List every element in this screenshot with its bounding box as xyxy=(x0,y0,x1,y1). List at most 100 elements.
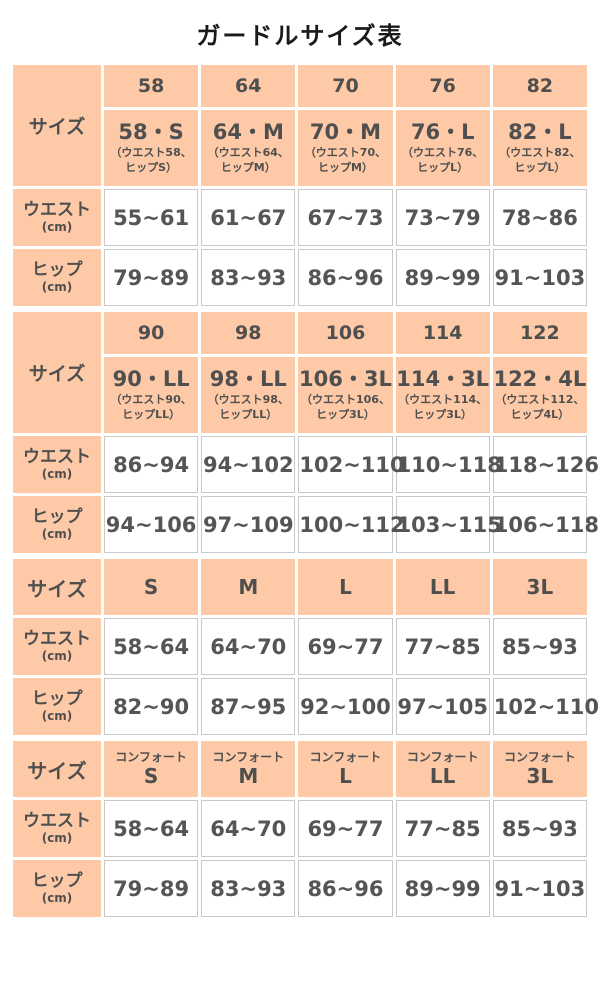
waist-value: 64~70 xyxy=(201,800,296,857)
waist-label: ウエスト (cm) xyxy=(13,800,101,857)
waist-value: 118~126 xyxy=(492,436,599,493)
col-header-top: 82 xyxy=(492,65,587,107)
waist-value: 78~86 xyxy=(492,189,587,246)
hip-value: 86~96 xyxy=(298,249,393,306)
hip-value: 89~99 xyxy=(395,249,490,306)
size-label: サイズ xyxy=(13,312,101,433)
size-detail: （ウエスト64、 ヒップM） xyxy=(207,146,289,174)
col-header-main: 90・LL （ウエスト90、 ヒップLL） xyxy=(104,357,199,433)
size-name: 58・S xyxy=(118,120,184,145)
col-header: LL xyxy=(395,559,490,615)
waist-value: 69~77 xyxy=(298,800,393,857)
col-header-top: 114 xyxy=(395,312,490,354)
hip-value: 97~105 xyxy=(395,678,490,735)
waist-label: ウエスト (cm) xyxy=(13,436,101,493)
size-table-58-82: サイズ 58 64 70 76 82 58・S （ウエスト58、 ヒップS） 64… xyxy=(10,62,590,309)
waist-value: 73~79 xyxy=(395,189,490,246)
waist-value: 64~70 xyxy=(201,618,296,675)
waist-value: 69~77 xyxy=(298,618,393,675)
col-header: S xyxy=(104,559,199,615)
size-detail: （ウエスト98、 ヒップLL） xyxy=(207,393,289,421)
col-header: M xyxy=(201,559,296,615)
waist-value: 55~61 xyxy=(104,189,199,246)
hip-value: 94~106 xyxy=(104,496,199,553)
waist-value: 86~94 xyxy=(104,436,199,493)
col-header-top: 98 xyxy=(201,312,296,354)
size-detail: （ウエスト106、 ヒップ3L） xyxy=(300,393,390,421)
hip-value: 83~93 xyxy=(201,249,296,306)
hip-value: 91~103 xyxy=(492,249,587,306)
col-header-comfort: コンフォート S xyxy=(104,741,199,797)
size-label: サイズ xyxy=(13,559,101,615)
col-header-main: 106・3L （ウエスト106、 ヒップ3L） xyxy=(298,357,393,433)
size-table-comfort: サイズ コンフォート S コンフォート M コンフォート L コンフォート LL… xyxy=(10,738,590,920)
col-header-top: 70 xyxy=(298,65,393,107)
col-header-main: 122・4L （ウエスト112、 ヒップ4L） xyxy=(492,357,587,433)
size-name: 70・M xyxy=(309,120,382,145)
col-header-comfort: コンフォート LL xyxy=(395,741,490,797)
hip-value: 86~96 xyxy=(298,860,393,917)
size-name: 98・LL xyxy=(209,367,287,392)
col-header-comfort: コンフォート M xyxy=(201,741,296,797)
size-detail: （ウエスト112、 ヒップ4L） xyxy=(495,393,585,421)
col-header: L xyxy=(298,559,393,615)
size-detail: （ウエスト114、 ヒップ3L） xyxy=(398,393,488,421)
col-header-top: 106 xyxy=(298,312,393,354)
hip-label: ヒップ (cm) xyxy=(13,860,101,917)
size-name: 82・L xyxy=(508,120,572,145)
hip-value: 82~90 xyxy=(104,678,199,735)
hip-label: ヒップ (cm) xyxy=(13,496,101,553)
waist-label: ウエスト (cm) xyxy=(13,618,101,675)
hip-value: 102~110 xyxy=(492,678,599,735)
col-header-top: 58 xyxy=(104,65,199,107)
hip-label: ヒップ (cm) xyxy=(13,678,101,735)
col-header-top: 122 xyxy=(492,312,587,354)
size-label: サイズ xyxy=(13,65,101,186)
col-header-main: 114・3L （ウエスト114、 ヒップ3L） xyxy=(395,357,490,433)
waist-value: 94~102 xyxy=(201,436,296,493)
size-name: 122・4L xyxy=(493,367,587,392)
hip-value: 89~99 xyxy=(395,860,490,917)
col-header-main: 64・M （ウエスト64、 ヒップM） xyxy=(201,110,296,186)
hip-value: 106~118 xyxy=(492,496,599,553)
col-header-main: 98・LL （ウエスト98、 ヒップLL） xyxy=(201,357,296,433)
size-name: 114・3L xyxy=(396,367,490,392)
waist-value: 61~67 xyxy=(201,189,296,246)
size-label: サイズ xyxy=(13,741,101,797)
hip-value: 79~89 xyxy=(104,249,199,306)
hip-value: 103~115 xyxy=(395,496,502,553)
hip-value: 79~89 xyxy=(104,860,199,917)
waist-label: ウエスト (cm) xyxy=(13,189,101,246)
col-header-main: 70・M （ウエスト70、 ヒップM） xyxy=(298,110,393,186)
size-table-90-122: サイズ 90 98 106 114 122 90・LL （ウエスト90、 ヒップL… xyxy=(10,309,599,556)
waist-value: 85~93 xyxy=(492,618,587,675)
size-table-s-3l: サイズ S M L LL 3L ウエスト (cm) 58~64 64~70 69… xyxy=(10,556,599,738)
col-header: 3L xyxy=(492,559,587,615)
hip-label: ヒップ (cm) xyxy=(13,249,101,306)
size-name: 76・L xyxy=(410,120,475,145)
hip-value: 92~100 xyxy=(298,678,393,735)
size-detail: （ウエスト90、 ヒップLL） xyxy=(110,393,192,421)
col-header-top: 64 xyxy=(201,65,296,107)
size-detail: （ウエスト76、 ヒップL） xyxy=(402,146,484,174)
waist-value: 102~110 xyxy=(298,436,405,493)
hip-value: 97~109 xyxy=(201,496,296,553)
hip-value: 91~103 xyxy=(492,860,587,917)
col-header-main: 58・S （ウエスト58、 ヒップS） xyxy=(104,110,199,186)
col-header-comfort: コンフォート 3L xyxy=(492,741,587,797)
hip-value: 83~93 xyxy=(201,860,296,917)
size-detail: （ウエスト58、 ヒップS） xyxy=(110,146,192,174)
size-detail: （ウエスト70、 ヒップM） xyxy=(304,146,387,174)
waist-value: 77~85 xyxy=(395,618,490,675)
hip-value: 100~112 xyxy=(298,496,405,553)
waist-value: 85~93 xyxy=(492,800,587,857)
waist-value: 67~73 xyxy=(298,189,393,246)
size-name: 64・M xyxy=(212,120,284,145)
col-header-main: 76・L （ウエスト76、 ヒップL） xyxy=(395,110,490,186)
size-detail: （ウエスト82、 ヒップL） xyxy=(499,146,581,174)
size-name: 106・3L xyxy=(299,367,392,392)
col-header-main: 82・L （ウエスト82、 ヒップL） xyxy=(492,110,587,186)
hip-value: 87~95 xyxy=(201,678,296,735)
col-header-top: 76 xyxy=(395,65,490,107)
